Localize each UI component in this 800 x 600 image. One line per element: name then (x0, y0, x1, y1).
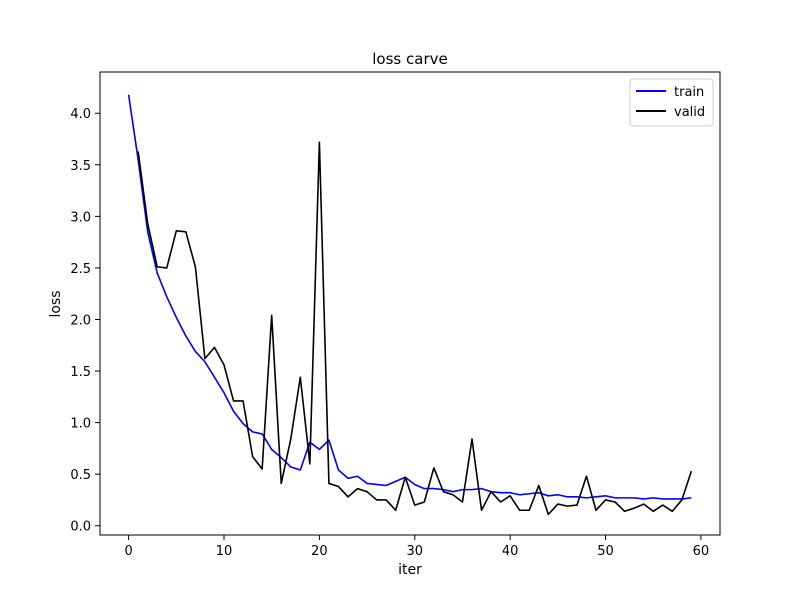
x-tick-label: 50 (597, 544, 614, 559)
axes-frame (99, 71, 721, 536)
y-tick-label: 4.0 (70, 107, 91, 122)
x-tick-label: 20 (311, 544, 328, 559)
x-tick-label: 30 (406, 544, 423, 559)
x-tick-label: 60 (693, 544, 710, 559)
x-tick-label: 10 (216, 544, 233, 559)
y-tick-label: 1.0 (70, 417, 91, 432)
y-axis-label: loss (48, 290, 64, 317)
series-line-train (127, 94, 692, 500)
plot-area (127, 94, 693, 516)
y-tick-label: 1.5 (70, 365, 91, 380)
y-tick-label: 0.0 (70, 520, 91, 535)
x-tick-label: 0 (124, 544, 132, 559)
x-axis-label: iter (398, 562, 422, 578)
x-tick-label: 40 (502, 544, 519, 559)
series-line-valid (137, 141, 693, 516)
y-tick-label: 3.0 (70, 210, 91, 225)
chart-title: loss carve (372, 50, 447, 68)
legend-label-train: train (674, 85, 704, 100)
y-tick-label: 2.5 (70, 262, 91, 277)
x-axis: 0 10 20 30 40 50 60 (124, 535, 709, 559)
y-tick-label: 2.0 (70, 313, 91, 328)
y-axis: 0.0 0.5 1.0 1.5 2.0 2.5 3.0 3.5 4.0 (70, 107, 100, 535)
legend: train valid (629, 78, 714, 127)
y-tick-label: 0.5 (70, 468, 91, 483)
legend-label-valid: valid (674, 105, 705, 120)
y-tick-label: 3.5 (70, 159, 91, 174)
